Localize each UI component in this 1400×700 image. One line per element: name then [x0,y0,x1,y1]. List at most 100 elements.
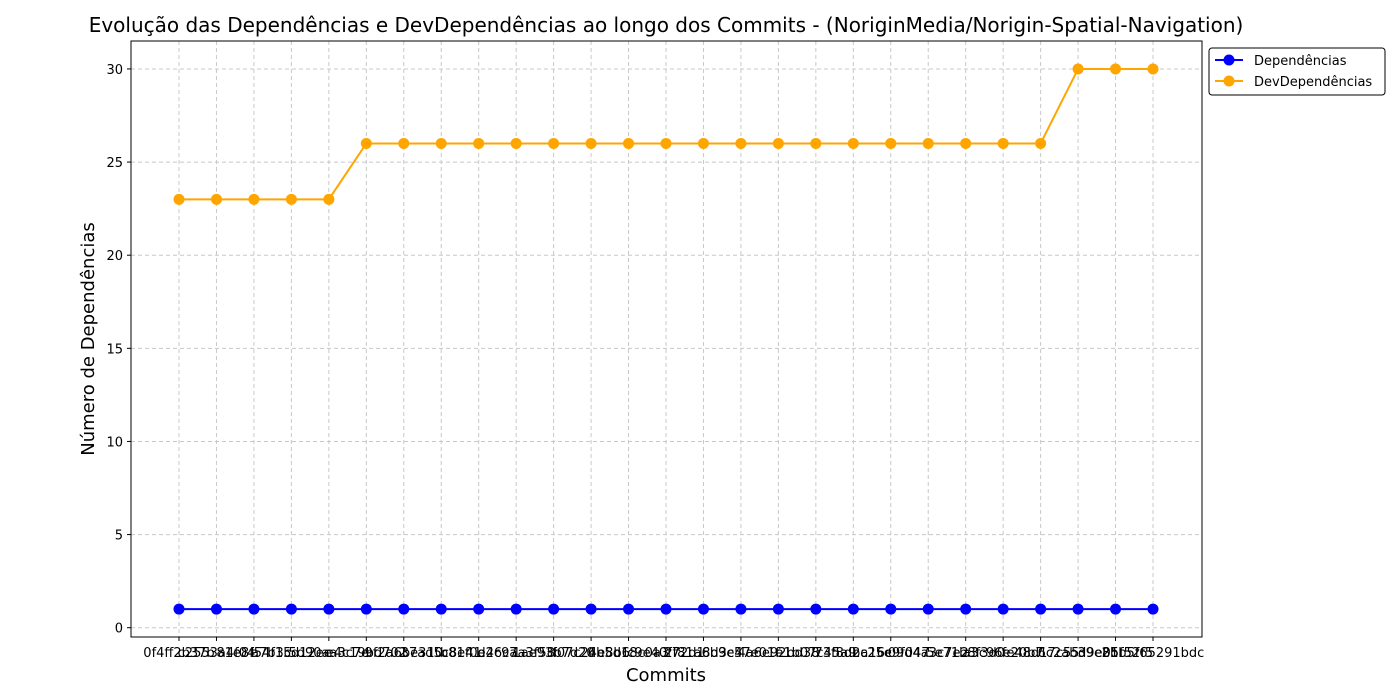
data-point [1072,603,1084,615]
x-tick-label: 8d3c57e01f [702,646,780,661]
data-point [1147,603,1159,615]
data-point [210,193,222,205]
x-tick-label: a7b3cd12ee [251,646,332,661]
data-point [173,603,185,615]
y-axis: 0 5 10 15 20 25 30 [106,63,131,637]
data-point [360,603,372,615]
data-point [585,603,597,615]
x-tick-label: 2bb5f65291bdc [1102,646,1205,661]
x-tick-label: 09d4a3c7e2 [888,646,969,661]
data-point [1110,63,1122,75]
x-axis-label: Commits [626,665,706,686]
chart-title: Evolução das Dependências e DevDependênc… [89,13,1244,37]
data-point [323,193,335,205]
x-tick-label: bc25e9f047 [852,646,930,661]
data-point [847,603,859,615]
data-point [660,137,672,149]
data-point [248,603,260,615]
x-tick-label: 5e71b8f3d0 [926,646,1005,661]
legend-label: Dependências [1254,54,1347,69]
y-tick-label: 20 [106,249,123,264]
y-tick-label: 25 [106,156,123,171]
data-point [210,603,222,615]
data-point [922,603,934,615]
x-tick-label: 81e8f54f15 [216,646,291,661]
x-tick-label: e1b07c45a9 [775,646,856,661]
data-point [398,603,410,615]
y-tick-label: 5 [115,529,123,544]
data-point [623,603,635,615]
data-point [173,193,185,205]
data-point [1035,137,1047,149]
legend-box [1208,47,1386,96]
data-point [510,137,522,149]
series-group [173,63,1159,615]
data-point [435,137,447,149]
data-point [960,603,972,615]
x-tick-label: 1ae93b7d20 [513,646,595,661]
y-tick-label: 30 [106,63,123,78]
data-point [398,137,410,149]
x-tick-label: f07c24e8b6 [552,646,630,661]
data-point [772,137,784,149]
x-tick-label: d46c7a3f58 [477,646,555,661]
data-point [473,603,485,615]
data-point [1072,63,1084,75]
x-tick-label: fe48d17c55 [1002,646,1080,661]
x-axis: 0f4ff2b37bc2553a4f0481e8f54f15a7b3cd12ee… [143,637,1204,661]
data-point [623,137,635,149]
data-point [435,603,447,615]
y-tick-label: 15 [106,342,123,357]
x-tick-label: c2553a4f04 [178,646,256,661]
data-point [1035,603,1047,615]
data-point [772,603,784,615]
y-axis-label: Número de Dependências [78,222,99,456]
x-tick-label: 73f8d2a16c [815,646,893,661]
legend-marker [1223,75,1235,87]
legend-marker [1223,54,1235,66]
x-tick-label: 6b5d18c0a3 [588,646,669,661]
data-point [810,137,822,149]
data-point [360,137,372,149]
data-point [735,603,747,615]
x-tick-label: d9e05f52f5 [1078,646,1153,661]
x-tick-label: 5d90aa3c7e [289,646,370,661]
x-tick-label: b81f0e2c9a [440,646,517,661]
data-point [1147,63,1159,75]
x-tick-label: c9e40f72d1 [627,646,705,661]
data-point [810,603,822,615]
data-point [885,137,897,149]
data-point [997,603,1009,615]
x-tick-label: 0f4ff2b37b [143,646,214,661]
legend: Dependências DevDependências [1208,47,1386,96]
grid [131,41,1202,637]
x-tick-label: e4c19bd702 [326,646,407,661]
x-tick-label: 4a6e92bd38 [737,646,819,661]
data-point [510,603,522,615]
data-point [473,137,485,149]
x-tick-label: 6c2ab39e81 [1038,646,1119,661]
data-point [847,137,859,149]
data-point [697,137,709,149]
data-point [585,137,597,149]
data-point [922,137,934,149]
data-point [735,137,747,149]
data-point [285,193,297,205]
data-point [548,603,560,615]
x-tick-label: 9f2a6be310 [365,646,443,661]
y-tick-label: 0 [115,622,123,637]
y-tick-label: 10 [106,435,123,450]
data-point [248,193,260,205]
data-point [960,137,972,149]
data-point [885,603,897,615]
data-point [997,137,1009,149]
data-point [697,603,709,615]
x-tick-label: 37ad5c8e41 [401,646,482,661]
data-point [1110,603,1122,615]
data-point [323,603,335,615]
legend-label: DevDependências [1254,75,1372,90]
data-point [660,603,672,615]
data-point [285,603,297,615]
x-tick-label: a3c96e20b7 [963,646,1044,661]
